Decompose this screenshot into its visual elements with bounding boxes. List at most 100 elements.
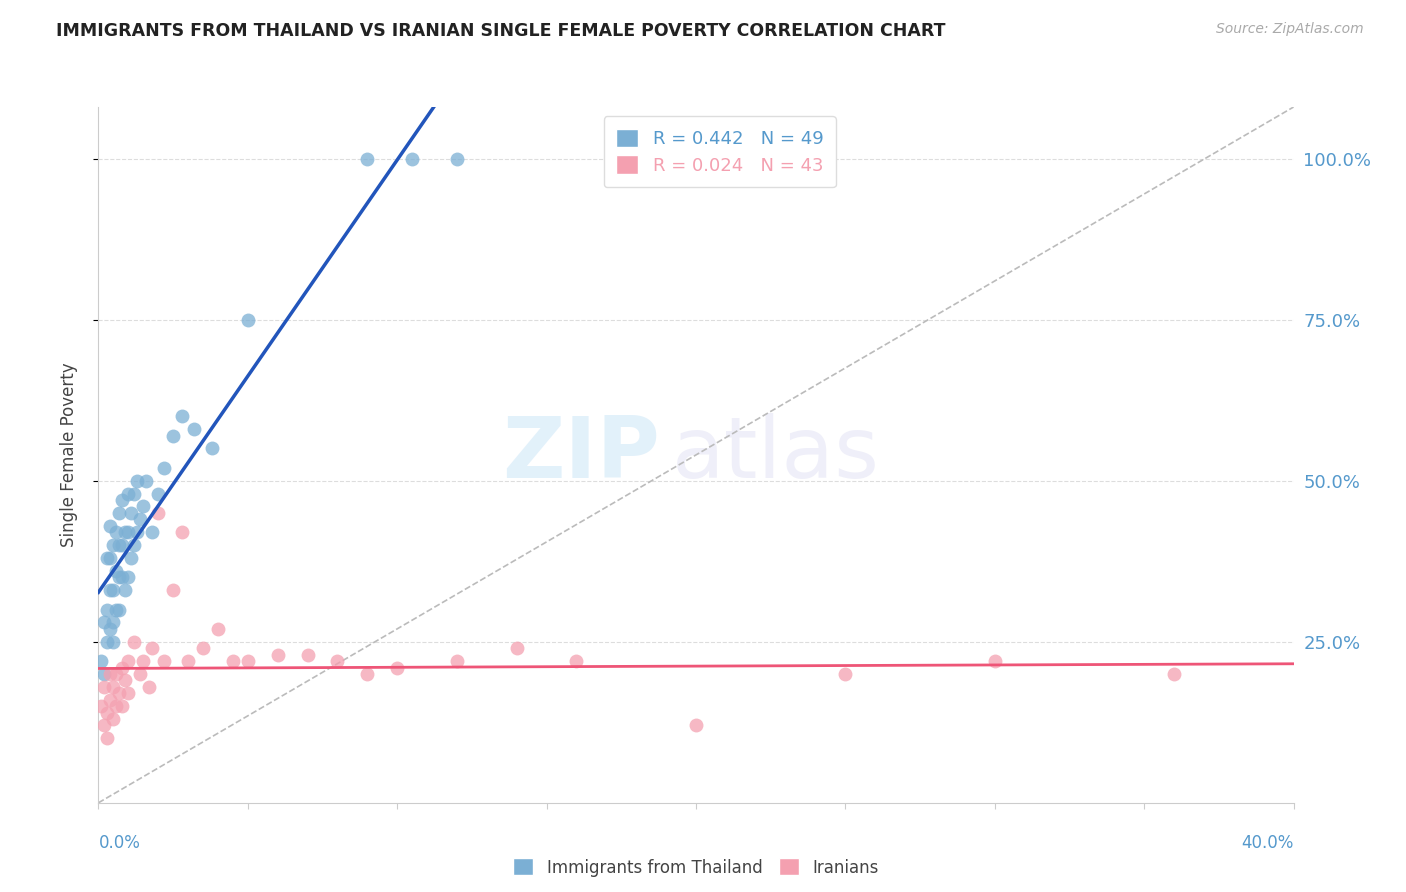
Point bbox=[100, 622, 122, 636]
Point bbox=[105, 564, 128, 578]
Point bbox=[114, 525, 136, 540]
Point bbox=[96, 602, 118, 616]
Text: 40.0%: 40.0% bbox=[1241, 834, 1294, 852]
Point bbox=[108, 686, 131, 700]
Point bbox=[103, 538, 125, 552]
Point bbox=[506, 641, 529, 656]
Point bbox=[93, 718, 115, 732]
Point bbox=[148, 486, 170, 500]
Point bbox=[984, 654, 1007, 668]
Point bbox=[138, 680, 160, 694]
Point bbox=[117, 654, 139, 668]
Point bbox=[114, 583, 136, 598]
Point bbox=[124, 486, 146, 500]
Point bbox=[105, 525, 128, 540]
Point bbox=[132, 654, 155, 668]
Point bbox=[103, 680, 125, 694]
Point bbox=[236, 312, 259, 326]
Point bbox=[201, 442, 224, 456]
Point bbox=[356, 667, 378, 681]
Point bbox=[401, 152, 423, 166]
Text: IMMIGRANTS FROM THAILAND VS IRANIAN SINGLE FEMALE POVERTY CORRELATION CHART: IMMIGRANTS FROM THAILAND VS IRANIAN SING… bbox=[56, 22, 946, 40]
Point bbox=[148, 506, 170, 520]
Point bbox=[117, 686, 139, 700]
Point bbox=[111, 699, 134, 714]
Point bbox=[236, 654, 259, 668]
Point bbox=[162, 583, 184, 598]
Point bbox=[108, 538, 131, 552]
Point bbox=[96, 551, 118, 566]
Point bbox=[297, 648, 319, 662]
Legend: Immigrants from Thailand, Iranians: Immigrants from Thailand, Iranians bbox=[505, 850, 887, 885]
Point bbox=[177, 654, 200, 668]
Point bbox=[103, 634, 125, 648]
Point bbox=[191, 641, 214, 656]
Point bbox=[446, 654, 468, 668]
Point bbox=[1163, 667, 1185, 681]
Point bbox=[120, 506, 142, 520]
Point bbox=[385, 660, 409, 674]
Point bbox=[153, 654, 176, 668]
Y-axis label: Single Female Poverty: Single Female Poverty bbox=[59, 363, 77, 547]
Point bbox=[90, 699, 112, 714]
Point bbox=[108, 602, 131, 616]
Point bbox=[103, 583, 125, 598]
Point bbox=[267, 648, 290, 662]
Point bbox=[93, 615, 115, 630]
Point bbox=[153, 460, 176, 475]
Point bbox=[100, 692, 122, 706]
Point bbox=[446, 152, 468, 166]
Point bbox=[111, 660, 134, 674]
Point bbox=[132, 500, 155, 514]
Point bbox=[129, 512, 152, 526]
Point bbox=[117, 570, 139, 584]
Point bbox=[103, 615, 125, 630]
Point bbox=[222, 654, 245, 668]
Point bbox=[207, 622, 229, 636]
Point bbox=[129, 667, 152, 681]
Text: 0.0%: 0.0% bbox=[98, 834, 141, 852]
Point bbox=[162, 428, 184, 442]
Point bbox=[127, 525, 149, 540]
Point bbox=[172, 525, 194, 540]
Point bbox=[96, 634, 118, 648]
Point bbox=[124, 538, 146, 552]
Point bbox=[108, 570, 131, 584]
Point bbox=[96, 731, 118, 746]
Point bbox=[96, 706, 118, 720]
Point bbox=[135, 474, 157, 488]
Point bbox=[100, 518, 122, 533]
Text: Source: ZipAtlas.com: Source: ZipAtlas.com bbox=[1216, 22, 1364, 37]
Point bbox=[565, 654, 588, 668]
Point bbox=[100, 551, 122, 566]
Point bbox=[108, 506, 131, 520]
Point bbox=[111, 538, 134, 552]
Text: ZIP: ZIP bbox=[502, 413, 661, 497]
Point bbox=[685, 718, 707, 732]
Point bbox=[141, 641, 163, 656]
Point bbox=[93, 680, 115, 694]
Point bbox=[105, 602, 128, 616]
Point bbox=[356, 152, 378, 166]
Point bbox=[105, 667, 128, 681]
Point bbox=[114, 673, 136, 688]
Point bbox=[124, 634, 146, 648]
Point bbox=[100, 667, 122, 681]
Point bbox=[103, 712, 125, 726]
Point bbox=[127, 474, 149, 488]
Point bbox=[117, 525, 139, 540]
Point bbox=[90, 654, 112, 668]
Point bbox=[100, 583, 122, 598]
Point bbox=[93, 667, 115, 681]
Point bbox=[111, 570, 134, 584]
Point bbox=[834, 667, 856, 681]
Point bbox=[326, 654, 349, 668]
Point bbox=[117, 486, 139, 500]
Point bbox=[105, 699, 128, 714]
Point bbox=[172, 409, 194, 424]
Text: atlas: atlas bbox=[672, 413, 880, 497]
Point bbox=[183, 422, 205, 436]
Point bbox=[120, 551, 142, 566]
Point bbox=[111, 493, 134, 508]
Point bbox=[141, 525, 163, 540]
